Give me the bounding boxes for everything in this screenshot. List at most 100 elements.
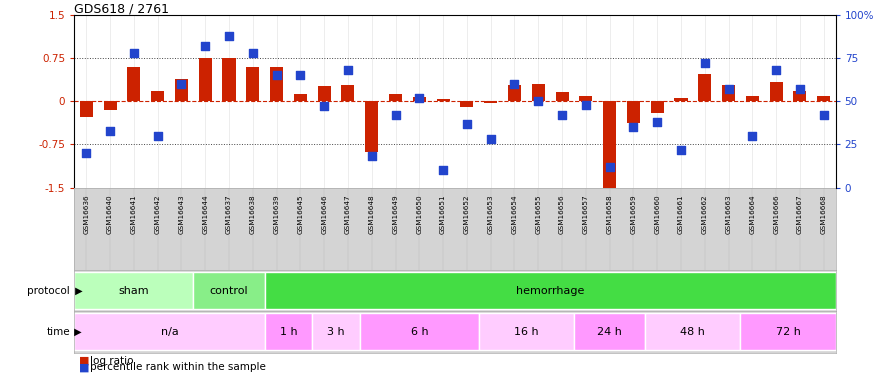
Point [507, 81, 522, 87]
Point [697, 60, 711, 66]
Bar [246, 67, 259, 101]
Text: GSM16645: GSM16645 [298, 194, 304, 234]
Bar [270, 67, 284, 101]
Point [199, 43, 213, 49]
Text: GSM16640: GSM16640 [107, 194, 113, 234]
Text: sham: sham [118, 286, 149, 296]
Point [816, 112, 830, 118]
Point [365, 153, 379, 159]
Bar [698, 74, 711, 101]
Bar [646, 314, 740, 350]
Point [222, 33, 236, 39]
Text: GSM16656: GSM16656 [559, 194, 565, 234]
Bar [579, 96, 592, 101]
Point [746, 133, 760, 139]
Text: GSM16666: GSM16666 [774, 194, 779, 234]
Text: GSM16660: GSM16660 [654, 194, 661, 234]
Bar [651, 101, 664, 113]
Bar [175, 80, 188, 101]
Text: 24 h: 24 h [598, 327, 622, 337]
Bar [222, 58, 235, 101]
Point [793, 86, 807, 92]
Text: GSM16661: GSM16661 [678, 194, 684, 234]
Text: 16 h: 16 h [514, 327, 539, 337]
Bar [437, 99, 450, 101]
Text: 72 h: 72 h [775, 327, 801, 337]
Text: percentile rank within the sample: percentile rank within the sample [90, 363, 266, 372]
Text: GSM16642: GSM16642 [155, 194, 161, 234]
Point [341, 67, 355, 73]
Bar [294, 94, 307, 101]
Text: GSM16643: GSM16643 [178, 194, 185, 234]
Text: GSM16641: GSM16641 [131, 194, 136, 234]
Bar [318, 86, 331, 101]
Text: GSM16651: GSM16651 [440, 194, 446, 234]
Point [246, 50, 260, 56]
Point [769, 67, 783, 73]
Text: GSM16652: GSM16652 [464, 194, 470, 234]
Point [103, 128, 117, 134]
Text: GSM16644: GSM16644 [202, 194, 208, 234]
Text: GSM16639: GSM16639 [274, 194, 280, 234]
Text: 1 h: 1 h [280, 327, 298, 337]
Text: protocol: protocol [27, 286, 70, 296]
Bar [360, 314, 479, 350]
Text: GSM16664: GSM16664 [749, 194, 755, 234]
Text: 48 h: 48 h [681, 327, 705, 337]
Text: GSM16657: GSM16657 [583, 194, 589, 234]
Text: 3 h: 3 h [327, 327, 345, 337]
Text: GSM16636: GSM16636 [83, 194, 89, 234]
Bar [603, 101, 616, 190]
Point [412, 95, 426, 101]
Bar [794, 91, 807, 101]
Text: GSM16667: GSM16667 [797, 194, 803, 234]
Bar [722, 85, 735, 101]
Text: GSM16648: GSM16648 [368, 194, 374, 234]
Bar [265, 314, 312, 350]
Point [127, 50, 141, 56]
Text: GSM16650: GSM16650 [416, 194, 423, 234]
Point [722, 86, 736, 92]
Bar [479, 314, 574, 350]
Bar [193, 272, 265, 309]
Bar [460, 101, 473, 107]
Text: ▶: ▶ [72, 286, 82, 296]
Bar [817, 96, 830, 101]
Bar [626, 101, 640, 123]
Text: GSM16662: GSM16662 [702, 194, 708, 234]
Bar [80, 101, 93, 117]
Bar [74, 314, 265, 350]
Bar [127, 67, 140, 101]
Text: hemorrhage: hemorrhage [516, 286, 584, 296]
Text: log ratio: log ratio [90, 356, 134, 366]
Bar [103, 101, 116, 110]
Text: ▶: ▶ [71, 327, 81, 337]
Text: GSM16653: GSM16653 [487, 194, 493, 234]
Text: time: time [46, 327, 70, 337]
Bar [746, 96, 759, 101]
Bar [556, 92, 569, 101]
Text: ■: ■ [79, 356, 89, 366]
Text: GDS618 / 2761: GDS618 / 2761 [74, 2, 170, 15]
Bar [365, 101, 378, 152]
Bar [74, 272, 193, 309]
Text: GSM16638: GSM16638 [249, 194, 255, 234]
Text: GSM16646: GSM16646 [321, 194, 327, 234]
Point [293, 72, 307, 78]
Bar [413, 97, 426, 101]
Point [674, 147, 688, 153]
Point [626, 124, 640, 130]
Bar [389, 94, 402, 101]
Bar [265, 272, 836, 309]
Bar [770, 82, 783, 101]
Text: n/a: n/a [161, 327, 178, 337]
Text: GSM16647: GSM16647 [345, 194, 351, 234]
Text: GSM16658: GSM16658 [606, 194, 612, 234]
Text: GSM16654: GSM16654 [512, 194, 517, 234]
Bar [740, 314, 836, 350]
Bar [574, 314, 646, 350]
Point [650, 119, 664, 125]
Bar [151, 91, 164, 101]
Text: GSM16659: GSM16659 [630, 194, 636, 234]
Text: control: control [210, 286, 248, 296]
